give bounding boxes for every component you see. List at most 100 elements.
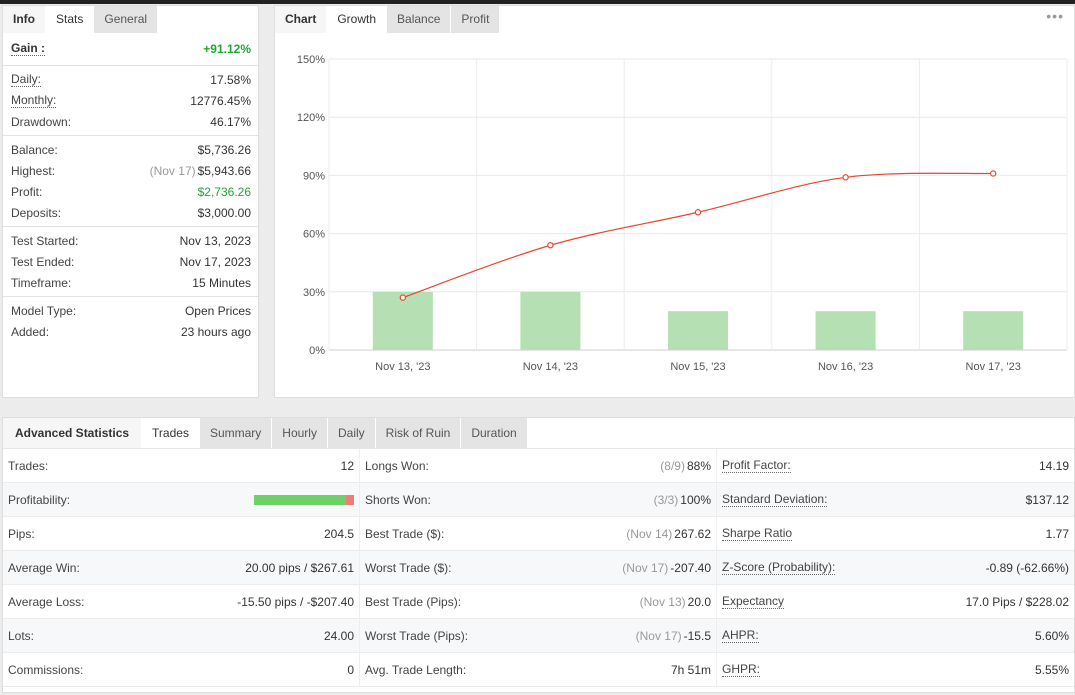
growth-bar [372,291,433,350]
sharpe-ratio-label[interactable]: Sharpe Ratio [722,525,793,541]
tab-chart[interactable]: Chart [275,6,328,33]
tab-risk-of-ruin[interactable]: Risk of Ruin [375,418,462,448]
monthly-value: 12776.45% [190,93,251,108]
standard-deviation-label[interactable]: Standard Deviation: [722,491,828,507]
timeframe-label: Timeframe: [11,275,72,290]
stat-row: Average Win: 20.00 pips / $267.61 [3,551,359,585]
y-tick-label: 0% [309,345,325,357]
stat-row: Avg. Trade Length: 7h 51m [360,653,716,687]
tab-hourly[interactable]: Hourly [272,418,328,448]
highest-date: (Nov 17) [149,163,196,178]
tab-advanced-statistics[interactable]: Advanced Statistics [3,418,143,448]
more-dots-icon[interactable]: ••• [1046,8,1064,24]
lots-label: Lots: [8,628,35,643]
daily-label[interactable]: Daily: [11,71,42,87]
shorts-won-label: Shorts Won: [365,492,431,507]
monthly-row: Monthly: 12776.45% [11,90,251,111]
stat-row: GHPR: 5.55% [717,653,1074,687]
commissions-label: Commissions: [8,662,84,677]
longs-won-value: 88% [686,458,711,473]
tab-profit[interactable]: Profit [451,6,501,33]
sharpe-ratio-value: 1.77 [1045,526,1069,541]
y-tick-label: 150% [297,54,325,66]
stat-row: Best Trade (Pips): (Nov 13) 20.0 [360,585,716,619]
worst-trade-usd-date: (Nov 17) [622,560,669,575]
worst-trade-usd-value: -207.40 [670,560,711,575]
best-trade-usd-label: Best Trade ($): [365,526,445,541]
ghpr-value: 5.55% [1034,662,1069,677]
trades-column-1: Trades: 12 Profitability: Pips: 204.5 Aver… [3,449,360,687]
advanced-statistics-panel: Advanced Statistics Trades Summary Hourl… [2,417,1075,693]
stat-row: Pips: 204.5 [3,517,359,551]
drawdown-value: 46.17% [210,114,251,129]
tab-trades[interactable]: Trades [142,418,200,448]
growth-point [990,170,997,177]
tab-duration[interactable]: Duration [461,418,528,448]
monthly-label[interactable]: Monthly: [11,92,57,108]
stat-row: Worst Trade (Pips): (Nov 17) -15.5 [360,619,716,653]
avg-trade-length-label: Avg. Trade Length: [365,662,467,677]
average-loss-label: Average Loss: [8,594,85,609]
growth-point [399,294,407,301]
tab-daily[interactable]: Daily [327,418,376,448]
lots-value: 24.00 [323,628,354,643]
timeframe-row: Timeframe: 15 Minutes [11,272,251,293]
standard-deviation-value: $137.12 [1025,492,1069,507]
tab-stats[interactable]: Stats [46,6,95,33]
growth-point [694,209,702,216]
growth-bar [963,311,1024,350]
highest-row: Highest: (Nov 17) $5,943.66 [11,160,251,181]
tab-info[interactable]: Info [3,6,46,33]
growth-chart: 0% 30% 60% 90% 120% 150% Nov 13, '23 Nov 14, '2… [297,54,1068,373]
best-trade-pips-date: (Nov 13) [639,594,686,609]
test-started-value: Nov 13, 2023 [179,233,251,248]
shorts-won-value: 100% [680,492,711,507]
timeframe-value: 15 Minutes [192,275,251,290]
best-trade-usd-value: 267.62 [674,526,711,541]
y-tick-label: 120% [297,112,325,124]
tab-growth[interactable]: Growth [327,6,388,33]
tab-general[interactable]: General [94,6,159,33]
average-win-value: 20.00 pips / $267.61 [245,560,354,575]
ghpr-label[interactable]: GHPR: [722,661,761,677]
x-tick-label: Nov 16, '23 [818,361,873,373]
longs-won-count: (8/9) [660,458,685,473]
stat-row: Longs Won: (8/9) 88% [360,449,716,483]
y-tick-label: 60% [303,229,325,241]
stat-row: Z-Score (Probability): -0.89 (-62.66%) [717,551,1074,585]
growth-line [402,172,994,299]
balance-label: Balance: [11,142,58,157]
worst-trade-pips-label: Worst Trade (Pips): [365,628,469,643]
x-tick-label: Nov 14, '23 [523,361,578,373]
deposits-row: Deposits: $3,000.00 [11,202,251,223]
shorts-won-count: (3/3) [653,492,679,507]
trades-column-3: Profit Factor: 14.19 Standard Deviation: $… [717,449,1074,687]
x-tick-label: Nov 13, '23 [375,361,430,373]
ahpr-label[interactable]: AHPR: [722,627,759,643]
growth-point [842,174,849,181]
chart-tabs: Chart Growth Balance Profit [275,6,1074,33]
stat-row: Lots: 24.00 [3,619,359,653]
stat-row: Profit Factor: 14.19 [717,449,1074,483]
stat-row: Sharpe Ratio 1.77 [717,517,1074,551]
commissions-value: 0 [347,662,354,677]
growth-bar [668,311,728,350]
test-started-label: Test Started: [11,233,79,248]
profitability-bar-loss [346,494,354,505]
tab-balance[interactable]: Balance [387,6,452,33]
test-started-row: Test Started: Nov 13, 2023 [11,230,251,251]
added-value: 23 hours ago [180,324,251,339]
gain-row: Gain : +91.12% [11,36,251,62]
tab-summary[interactable]: Summary [199,418,273,448]
longs-won-label: Longs Won: [365,458,429,473]
profit-factor-label[interactable]: Profit Factor: [722,457,791,473]
gain-label[interactable]: Gain : [11,41,46,56]
z-score-label[interactable]: Z-Score (Probability): [722,559,836,575]
test-ended-value: Nov 17, 2023 [179,254,251,269]
average-win-label: Average Win: [8,560,80,575]
worst-trade-pips-value: -15.5 [683,628,711,643]
profit-label: Profit: [11,184,43,199]
expectancy-label[interactable]: Expectancy [722,593,785,609]
best-trade-pips-label: Best Trade (Pips): [365,594,462,609]
model-type-value: Open Prices [184,303,251,318]
